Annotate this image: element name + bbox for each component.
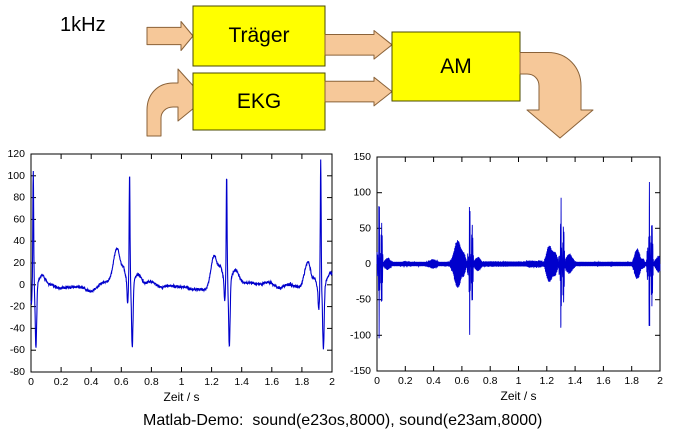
svg-text:0.8: 0.8 (144, 376, 159, 388)
svg-text:-80: -80 (10, 366, 25, 378)
svg-text:0.8: 0.8 (483, 375, 498, 387)
svg-text:2: 2 (657, 375, 663, 387)
svg-text:1.4: 1.4 (568, 375, 583, 387)
svg-text:0: 0 (374, 375, 380, 387)
svg-text:20: 20 (13, 257, 25, 269)
svg-text:80: 80 (13, 192, 25, 204)
svg-text:0.2: 0.2 (54, 376, 69, 388)
svg-text:1: 1 (179, 376, 185, 388)
svg-text:1.2: 1.2 (539, 375, 554, 387)
svg-text:-60: -60 (10, 344, 25, 356)
svg-text:1.2: 1.2 (204, 376, 219, 388)
svg-text:-20: -20 (10, 301, 25, 313)
svg-text:Zeit / s: Zeit / s (163, 390, 199, 404)
svg-text:1.6: 1.6 (596, 375, 611, 387)
svg-text:-150: -150 (350, 365, 371, 377)
svg-text:60: 60 (13, 213, 25, 225)
svg-text:1.8: 1.8 (295, 376, 310, 388)
svg-text:2: 2 (329, 376, 335, 388)
svg-text:0.2: 0.2 (398, 375, 413, 387)
svg-text:-50: -50 (356, 294, 371, 306)
svg-text:150: 150 (353, 151, 371, 163)
svg-text:1.4: 1.4 (234, 376, 249, 388)
svg-text:1.8: 1.8 (624, 375, 639, 387)
svg-text:0: 0 (19, 279, 25, 291)
svg-text:-40: -40 (10, 322, 25, 334)
svg-text:0.4: 0.4 (84, 376, 99, 388)
svg-text:40: 40 (13, 235, 25, 247)
svg-text:0.4: 0.4 (426, 375, 441, 387)
svg-text:0: 0 (365, 258, 371, 270)
svg-text:1.6: 1.6 (264, 376, 279, 388)
svg-text:Zeit / s: Zeit / s (500, 389, 536, 403)
svg-text:1: 1 (516, 375, 522, 387)
svg-text:-100: -100 (350, 329, 371, 341)
svg-text:100: 100 (7, 170, 25, 182)
svg-text:120: 120 (7, 148, 25, 160)
svg-text:0.6: 0.6 (114, 376, 129, 388)
svg-text:0.6: 0.6 (455, 375, 470, 387)
svg-text:100: 100 (353, 187, 371, 199)
svg-text:0: 0 (28, 376, 34, 388)
svg-text:50: 50 (359, 222, 371, 234)
